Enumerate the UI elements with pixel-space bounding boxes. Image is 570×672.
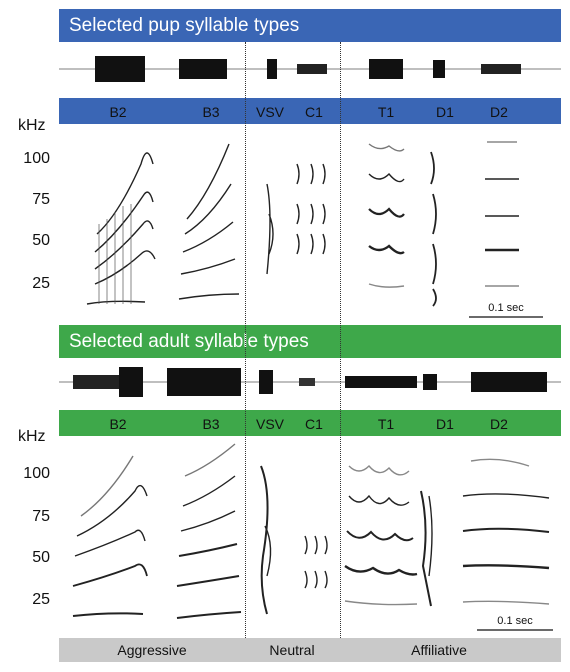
pup-title: Selected pup syllable types bbox=[69, 15, 300, 36]
adult-title-banner: Selected adult syllable types bbox=[59, 325, 561, 358]
separator-neutral-affiliative bbox=[340, 42, 341, 662]
adult-tick-50: 50 bbox=[32, 549, 50, 566]
category-affiliative: Affiliative bbox=[411, 642, 467, 658]
pup-syllable-b3: B3 bbox=[202, 104, 220, 120]
adult-syllable-d2: D2 bbox=[490, 416, 508, 432]
category-aggressive: Aggressive bbox=[117, 642, 187, 658]
pup-title-banner: Selected pup syllable types bbox=[59, 9, 561, 42]
adult-syllable-b2: B2 bbox=[109, 416, 127, 432]
pup-spectrogram bbox=[86, 141, 543, 318]
adult-tick-75: 75 bbox=[32, 508, 50, 525]
adult-waveform bbox=[59, 367, 561, 397]
pup-scale-label: 0.1 sec bbox=[488, 302, 524, 314]
pup-syllable-d2: D2 bbox=[490, 104, 508, 120]
adult-scale-label: 0.1 sec bbox=[497, 615, 533, 627]
pup-syllable-t1: T1 bbox=[377, 104, 395, 120]
pup-syllable-c1: C1 bbox=[305, 104, 323, 120]
adult-tick-25: 25 bbox=[32, 591, 50, 608]
pup-tick-25: 25 bbox=[32, 275, 50, 292]
pup-tick-75: 75 bbox=[32, 191, 50, 208]
adult-axis-unit: kHz bbox=[18, 428, 46, 445]
category-bar: Aggressive Neutral Affiliative bbox=[59, 638, 561, 662]
adult-syllable-t1: T1 bbox=[377, 416, 395, 432]
pup-syllable-row: B2 B3 VSV C1 T1 D1 D2 bbox=[59, 98, 561, 124]
adult-syllable-b3: B3 bbox=[202, 416, 220, 432]
pup-tick-100: 100 bbox=[23, 150, 50, 167]
adult-syllable-c1: C1 bbox=[305, 416, 323, 432]
pup-tick-50: 50 bbox=[32, 232, 50, 249]
adult-syllable-vsv: VSV bbox=[255, 416, 285, 432]
pup-syllable-b2: B2 bbox=[109, 104, 127, 120]
pup-syllable-d1: D1 bbox=[436, 104, 454, 120]
adult-syllable-d1: D1 bbox=[436, 416, 454, 432]
adult-tick-100: 100 bbox=[23, 465, 50, 482]
adult-spectrogram bbox=[72, 443, 553, 631]
adult-title: Selected adult syllable types bbox=[69, 331, 309, 352]
pup-syllable-vsv: VSV bbox=[255, 104, 285, 120]
pup-waveform bbox=[59, 56, 561, 82]
separator-aggressive-neutral bbox=[245, 42, 246, 662]
adult-syllable-row: B2 B3 VSV C1 T1 D1 D2 bbox=[59, 410, 561, 436]
category-neutral: Neutral bbox=[269, 642, 315, 658]
pup-axis-unit: kHz bbox=[18, 117, 46, 134]
